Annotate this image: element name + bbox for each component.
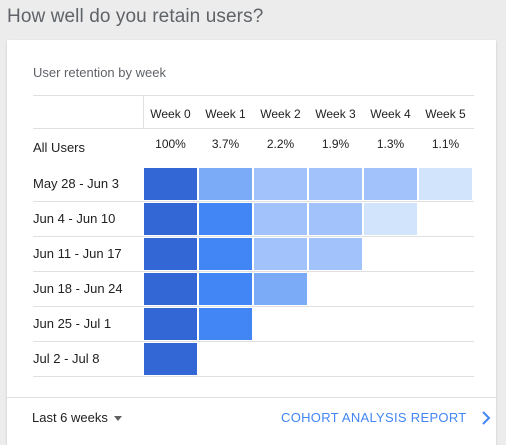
retention-cell[interactable]: [199, 238, 252, 270]
row-divider: [33, 201, 474, 202]
cohort-row-label: Jun 11 - Jun 17: [33, 246, 122, 261]
all-users-week-3-value: 1.9%: [321, 137, 350, 151]
cohort-row-label: Jun 4 - Jun 10: [33, 211, 116, 226]
all-users-week-4-value: 1.3%: [376, 137, 405, 151]
cohort-row-label: Jul 2 - Jul 8: [33, 351, 100, 366]
row-divider: [33, 376, 474, 377]
page-title: How well do you retain users?: [7, 6, 264, 27]
row-divider: [33, 236, 474, 237]
cohort-row-label: Jun 18 - Jun 24: [33, 281, 123, 296]
retention-cell[interactable]: [364, 168, 417, 200]
all-users-week-2-value: 2.2%: [266, 137, 295, 151]
retention-cell[interactable]: [199, 168, 252, 200]
retention-cell[interactable]: [309, 238, 362, 270]
row-divider: [33, 341, 474, 342]
chevron-right-icon: [481, 410, 490, 425]
retention-cell[interactable]: [144, 308, 197, 340]
date-range-label: Last 6 weeks: [32, 410, 108, 425]
caret-down-icon: [113, 416, 122, 421]
retention-cell[interactable]: [144, 343, 197, 375]
retention-cell[interactable]: [364, 203, 417, 235]
retention-cell[interactable]: [309, 203, 362, 235]
retention-cell[interactable]: [254, 203, 307, 235]
retention-card: User retention by week Week 0 Week 1 Week …: [7, 40, 496, 445]
card-title: User retention by week: [33, 65, 166, 80]
divider: [33, 128, 474, 129]
week-header-1: Week 1: [205, 107, 246, 121]
retention-cell[interactable]: [144, 273, 197, 305]
retention-cell[interactable]: [199, 308, 252, 340]
week-header-0: Week 0: [150, 107, 191, 121]
all-users-label: All Users: [33, 140, 86, 155]
cohort-row-label: May 28 - Jun 3: [33, 176, 119, 191]
retention-cell[interactable]: [254, 238, 307, 270]
report-link-label: COHORT ANALYSIS REPORT: [281, 410, 467, 425]
cohort-row-label: Jun 25 - Jul 1: [33, 316, 112, 331]
retention-cell[interactable]: [199, 273, 252, 305]
retention-cell[interactable]: [144, 168, 197, 200]
divider: [33, 95, 474, 96]
row-divider: [33, 306, 474, 307]
retention-cell[interactable]: [144, 203, 197, 235]
week-header-2: Week 2: [260, 107, 301, 121]
retention-cell[interactable]: [254, 273, 307, 305]
row-divider: [33, 271, 474, 272]
retention-cell[interactable]: [199, 203, 252, 235]
all-users-week-0-value: 100%: [155, 137, 186, 151]
divider: [143, 95, 144, 129]
all-users-week-1-value: 3.7%: [211, 137, 240, 151]
footer-divider: [7, 397, 496, 398]
all-users-week-5-value: 1.1%: [431, 137, 460, 151]
cohort-analysis-report-link[interactable]: COHORT ANALYSIS REPORT: [281, 410, 491, 425]
week-header-3: Week 3: [315, 107, 356, 121]
week-header-5: Week 5: [425, 107, 466, 121]
week-header-4: Week 4: [370, 107, 411, 121]
retention-cell[interactable]: [144, 238, 197, 270]
date-range-select[interactable]: Last 6 weeks: [32, 410, 122, 425]
retention-cell[interactable]: [254, 168, 307, 200]
retention-cell[interactable]: [309, 168, 362, 200]
retention-cell[interactable]: [419, 168, 472, 200]
